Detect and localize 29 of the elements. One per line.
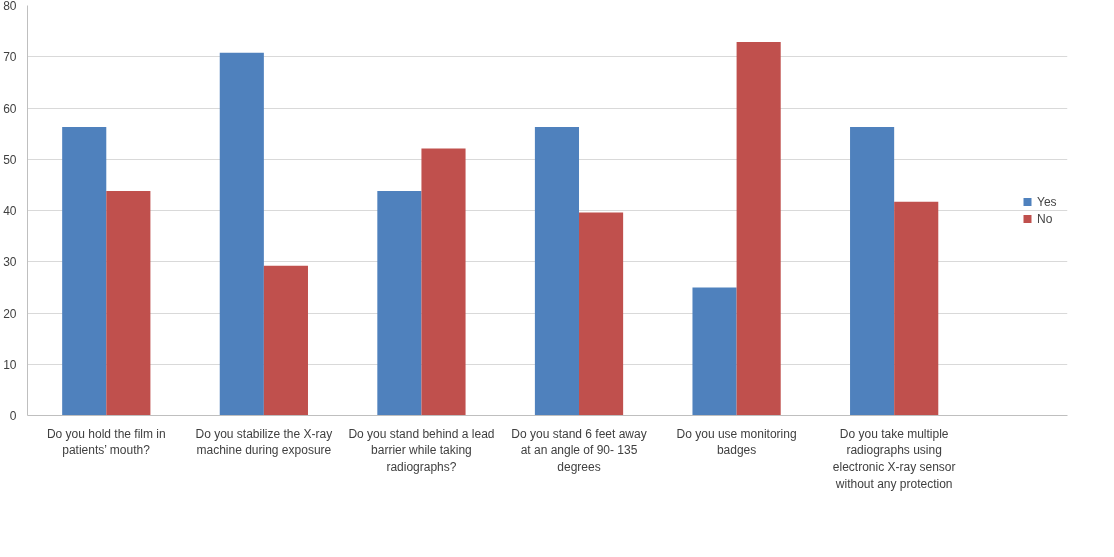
x-tick-label: Do you take multiple radiographs using electronic X-ray sensor without any protection [832, 426, 956, 491]
bar [62, 126, 107, 416]
y-tick-label: 30 [3, 255, 17, 270]
y-tick-label: 70 [3, 50, 17, 65]
y-tick-label: 10 [3, 357, 17, 372]
bar [534, 126, 580, 416]
y-tick-label: 50 [3, 152, 17, 167]
x-tick-label: Do you stand 6 feet away at an angle of 90- 135 degrees [511, 426, 647, 475]
bar [377, 191, 422, 416]
bar [263, 265, 308, 416]
bar [106, 191, 151, 416]
bar [219, 52, 264, 416]
y-tick-label: 20 [3, 306, 17, 321]
legend-label: Yes [1037, 194, 1057, 209]
bar [692, 287, 737, 416]
x-tick-label: Do you stabilize the X-ray machine during exposure [195, 426, 333, 458]
bar [421, 148, 466, 416]
x-tick-label: Do you stand behind a lead barrier while taking radiographs? [348, 426, 495, 475]
y-tick-label: 40 [3, 204, 17, 218]
bar [894, 201, 939, 416]
legend-label: No [1037, 211, 1054, 226]
bar [736, 41, 781, 416]
y-tick-label: 0 [9, 409, 17, 423]
y-tick-label: 80 [3, 0, 17, 13]
x-tick-label: Do you hold the film in patients’ mouth? [46, 426, 166, 458]
y-tick-label: 60 [3, 101, 17, 116]
x-tick-label: Do you use monitoring badges [676, 426, 797, 458]
bar [579, 212, 624, 416]
bar [850, 126, 895, 416]
